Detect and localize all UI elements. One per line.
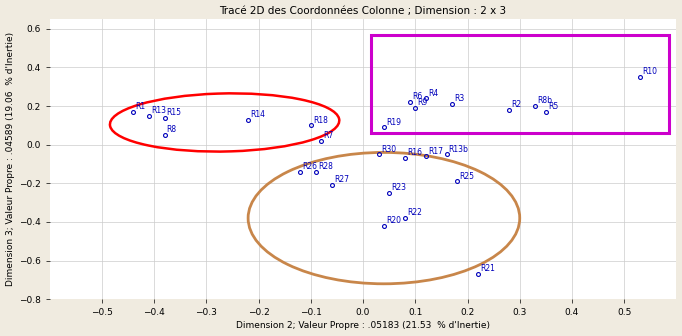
Text: R20: R20 xyxy=(386,216,401,225)
Text: R13: R13 xyxy=(151,106,166,115)
Bar xyxy=(371,35,668,133)
Text: R4: R4 xyxy=(428,89,438,97)
Y-axis label: Dimension 3; Valeur Propre : .04589 (19.06  % d'Inertie): Dimension 3; Valeur Propre : .04589 (19.… xyxy=(5,32,14,286)
Text: R8b: R8b xyxy=(537,96,552,105)
Text: R18: R18 xyxy=(313,116,328,125)
Text: R3: R3 xyxy=(454,94,464,103)
Text: R2: R2 xyxy=(512,100,522,109)
Text: R27: R27 xyxy=(333,175,349,184)
Text: R14: R14 xyxy=(250,110,265,119)
Text: R23: R23 xyxy=(391,183,406,192)
Text: R28: R28 xyxy=(318,162,333,171)
Text: R26: R26 xyxy=(302,162,317,171)
Text: R22: R22 xyxy=(407,208,421,217)
Text: R6: R6 xyxy=(412,92,422,101)
Text: R17: R17 xyxy=(428,146,443,156)
Text: R30: R30 xyxy=(381,144,396,154)
Title: Tracé 2D des Coordonnées Colonne ; Dimension : 2 x 3: Tracé 2D des Coordonnées Colonne ; Dimen… xyxy=(220,6,507,15)
Text: R5: R5 xyxy=(548,102,558,111)
Text: R8: R8 xyxy=(166,125,177,134)
Text: R1: R1 xyxy=(135,102,145,111)
X-axis label: Dimension 2; Valeur Propre : .05183 (21.53  % d'Inertie): Dimension 2; Valeur Propre : .05183 (21.… xyxy=(236,322,490,330)
Text: R9: R9 xyxy=(417,98,428,107)
Text: R16: R16 xyxy=(407,149,422,158)
Text: R21: R21 xyxy=(480,264,495,274)
Text: R13b: R13b xyxy=(449,144,469,154)
Text: R15: R15 xyxy=(166,108,181,117)
Text: R25: R25 xyxy=(459,172,474,181)
Text: R19: R19 xyxy=(386,118,401,127)
Text: R10: R10 xyxy=(642,67,657,76)
Text: R7: R7 xyxy=(323,131,333,140)
